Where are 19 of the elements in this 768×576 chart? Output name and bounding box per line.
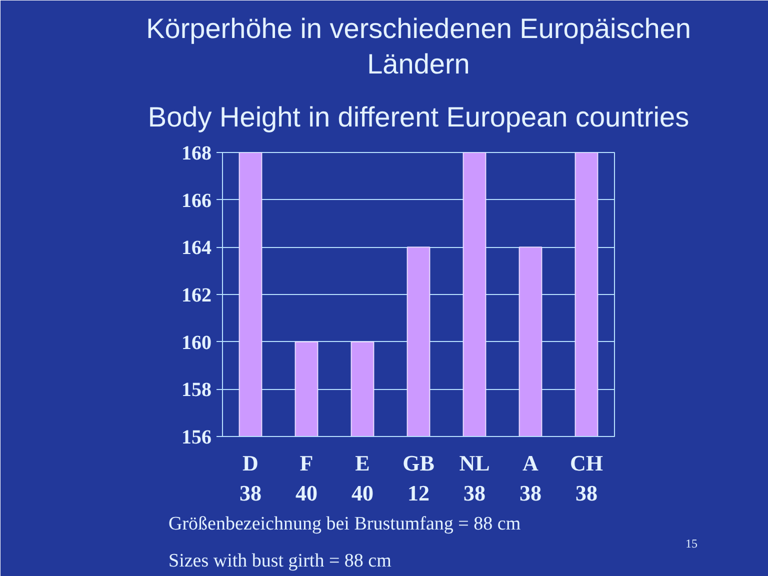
y-tick-label: 168 bbox=[182, 142, 212, 164]
x-tick-label: GB 12 bbox=[402, 450, 435, 506]
x-tick-label: D 38 bbox=[240, 450, 262, 506]
text: 15 bbox=[686, 536, 698, 550]
x-tick-label: A 38 bbox=[520, 450, 542, 506]
y-tick-label: 158 bbox=[182, 379, 212, 402]
x-tick-label: CH 38 bbox=[570, 450, 603, 506]
x-tick-label: E 40 bbox=[352, 450, 374, 506]
text: Sizes with bust girth = 88 cm bbox=[168, 550, 392, 572]
chart-subtitle: Body Height in different European countries bbox=[148, 102, 690, 132]
y-tick-label: 160 bbox=[182, 332, 212, 354]
y-tick-label: 156 bbox=[182, 426, 212, 448]
x-tick-label: NL 38 bbox=[459, 450, 490, 506]
text: Größenbezeichnung bei Brustumfang = 88 cm bbox=[168, 514, 521, 534]
chart-title: Körperhöhe in verschiedenen Europäischen Ländern bbox=[146, 12, 691, 80]
x-tick-label: F 40 bbox=[296, 450, 318, 506]
y-tick-label: 166 bbox=[182, 190, 212, 212]
y-tick-label: 162 bbox=[182, 284, 212, 306]
y-tick-label: 164 bbox=[182, 237, 212, 260]
